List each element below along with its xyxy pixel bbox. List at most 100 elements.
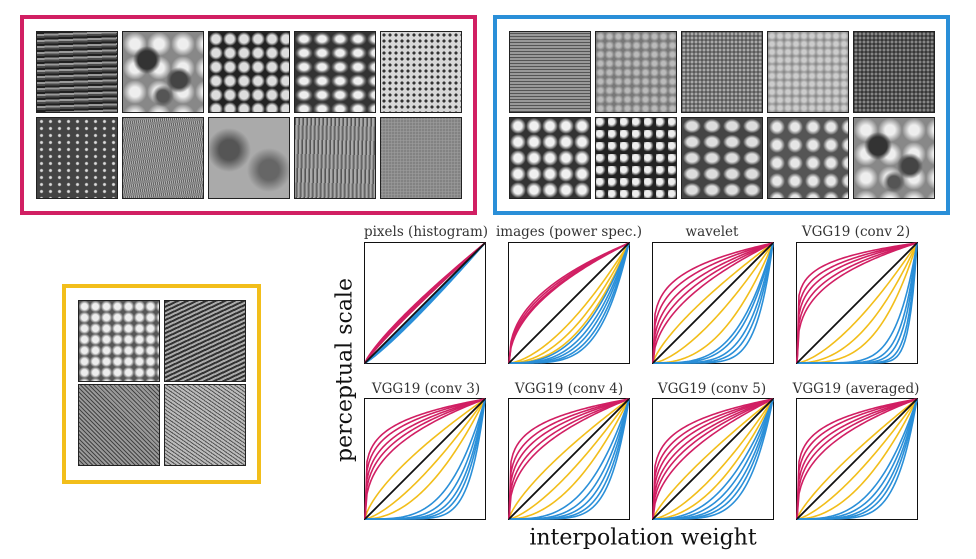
texture-dark-cells xyxy=(208,31,290,113)
plot-wavelet xyxy=(652,242,774,364)
magenta-curve-1 xyxy=(364,398,486,520)
plot-vgg-conv5 xyxy=(652,398,774,520)
plot-pixels xyxy=(364,242,486,364)
plot-vgg-conv2 xyxy=(796,242,918,364)
y-axis-label: perceptual scale xyxy=(332,278,358,462)
yellow-curve-1 xyxy=(508,398,630,520)
blue-curve-4 xyxy=(653,398,774,520)
magenta-curve-2 xyxy=(652,242,774,364)
yellow-curve-2 xyxy=(364,398,486,520)
identity-diagonal xyxy=(796,242,918,364)
magenta-curve-0 xyxy=(796,398,918,520)
plot-title-power-spec: images (power spec.) xyxy=(495,224,643,240)
plot-vgg-conv3 xyxy=(364,398,486,520)
blue-curve-4 xyxy=(797,242,918,364)
identity-diagonal xyxy=(508,398,630,520)
yellow-curve-1 xyxy=(796,242,918,364)
magenta-curve-3 xyxy=(796,242,918,364)
blue-curve-4 xyxy=(509,398,630,520)
yellow-curve-0 xyxy=(652,398,774,520)
yellow-texture-group xyxy=(62,284,261,484)
texture-wavy-cells xyxy=(294,31,376,113)
plot-title-vgg-conv3: VGG19 (conv 3) xyxy=(371,381,481,397)
yellow-curve-2 xyxy=(652,398,774,520)
magenta-curve-3 xyxy=(652,398,774,520)
magenta-curve-3 xyxy=(652,242,774,364)
yellow-curve-0 xyxy=(364,398,486,520)
yellow-curve-0 xyxy=(508,398,630,520)
magenta-curve-4 xyxy=(364,398,486,520)
magenta-curve-2 xyxy=(652,398,774,520)
magenta-curve-1 xyxy=(796,398,918,520)
magenta-curve-1 xyxy=(508,398,630,520)
identity-diagonal xyxy=(652,398,774,520)
magenta-curve-1 xyxy=(652,398,774,520)
yellow-curve-1 xyxy=(364,398,486,520)
texture-woven-grid xyxy=(509,31,591,113)
plot-title-pixels: pixels (histogram) xyxy=(363,224,489,240)
x-axis-label: interpolation weight xyxy=(529,525,757,551)
magenta-curve-2 xyxy=(508,398,630,520)
texture-diagonal-weave xyxy=(164,300,246,382)
texture-soft-blobs xyxy=(122,31,204,113)
identity-diagonal xyxy=(796,398,918,520)
magenta-curve-0 xyxy=(652,398,774,520)
blue-curve-4 xyxy=(509,242,630,364)
magenta-curve-2 xyxy=(796,398,918,520)
yellow-curve-1 xyxy=(652,398,774,520)
magenta-curve-3 xyxy=(508,398,630,520)
yellow-curve-0 xyxy=(652,242,774,364)
magenta-curve-1 xyxy=(652,242,774,364)
magenta-curve-3 xyxy=(364,398,486,520)
magenta-curve-2 xyxy=(364,398,486,520)
yellow-curve-1 xyxy=(796,398,918,520)
magenta-curve-4 xyxy=(508,398,630,520)
plot-title-vgg-averaged: VGG19 (averaged) xyxy=(792,381,920,397)
identity-diagonal xyxy=(364,398,486,520)
texture-fine-noise xyxy=(380,117,462,199)
texture-bright-pebbles xyxy=(509,117,591,199)
plot-power-spec xyxy=(508,242,630,364)
texture-fine-grain xyxy=(681,31,763,113)
yellow-curve-2 xyxy=(796,398,918,520)
texture-fine-weave xyxy=(122,117,204,199)
plot-title-wavelet: wavelet xyxy=(685,224,739,240)
magenta-curve-0 xyxy=(508,398,630,520)
identity-diagonal xyxy=(652,242,774,364)
magenta-curve-0 xyxy=(796,242,918,364)
plot-vgg-conv4 xyxy=(508,398,630,520)
texture-fine-mesh xyxy=(78,384,160,466)
blue-texture-group xyxy=(493,15,950,215)
magenta-curve-2 xyxy=(796,242,918,364)
texture-soft-noise xyxy=(767,31,849,113)
yellow-curve-1 xyxy=(652,242,774,364)
yellow-curve-0 xyxy=(796,242,918,364)
texture-blurry-noise xyxy=(208,117,290,199)
magenta-curve-0 xyxy=(652,242,774,364)
identity-diagonal xyxy=(364,242,486,364)
magenta-curve-4 xyxy=(796,398,918,520)
texture-cellular-relief xyxy=(767,117,849,199)
texture-soft-blobs xyxy=(853,117,935,199)
magenta-curve-0 xyxy=(364,398,486,520)
identity-diagonal xyxy=(508,242,630,364)
plot-title-vgg-conv4: VGG19 (conv 4) xyxy=(514,381,624,397)
plot-title-vgg-conv5: VGG19 (conv 5) xyxy=(657,381,767,397)
plot-vgg-averaged xyxy=(796,398,918,520)
texture-vertical-grain xyxy=(294,117,376,199)
blue-curve-4 xyxy=(797,398,918,520)
texture-granite xyxy=(595,31,677,113)
texture-bubbly-cells xyxy=(681,117,763,199)
yellow-curve-0 xyxy=(508,242,630,364)
texture-scribbles xyxy=(36,117,118,199)
magenta-texture-group xyxy=(20,15,477,215)
texture-horizontal-stripes xyxy=(36,31,118,113)
yellow-curve-2 xyxy=(508,398,630,520)
magenta-curve-4 xyxy=(652,242,774,364)
texture-dotted-grid xyxy=(380,31,462,113)
texture-dense-noise xyxy=(853,31,935,113)
yellow-curve-2 xyxy=(652,242,774,364)
magenta-curve-1 xyxy=(796,242,918,364)
blue-curve-4 xyxy=(365,398,486,520)
texture-diagonal-hatching xyxy=(164,384,246,466)
